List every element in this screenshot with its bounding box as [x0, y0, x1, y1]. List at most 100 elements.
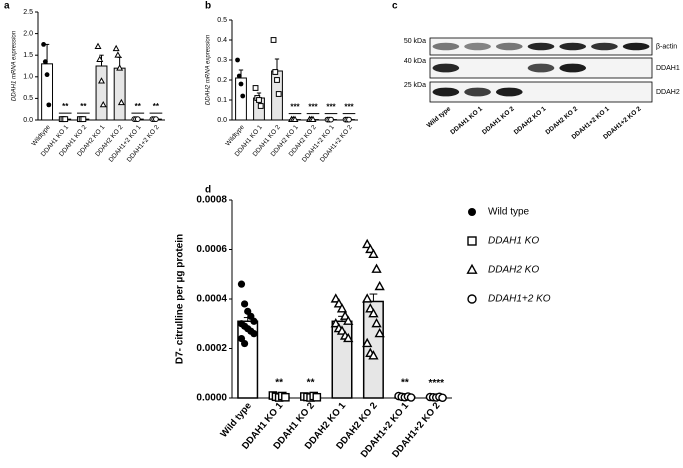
point: [330, 317, 341, 328]
point: [270, 37, 277, 43]
blot-band: [527, 63, 555, 73]
point: [343, 315, 354, 325]
legend-label: Wild type: [488, 207, 530, 218]
blot-band: [464, 87, 491, 97]
point: [467, 294, 477, 304]
point: [365, 243, 376, 254]
y-tick-label: 0.0008: [196, 195, 227, 206]
size-label: 50 kDa: [404, 38, 426, 45]
point: [236, 73, 242, 79]
bar: [95, 65, 108, 121]
point: [330, 293, 341, 303]
significance: **: [153, 102, 160, 111]
blot-band: [432, 63, 460, 73]
point: [237, 280, 246, 288]
point: [309, 115, 317, 123]
point: [336, 325, 348, 335]
protein-label: β-actin: [656, 43, 677, 50]
significance: ***: [290, 103, 300, 112]
significance: **: [401, 377, 409, 388]
lane-label: DDAH2 KO 1: [513, 105, 548, 136]
point: [46, 102, 52, 108]
point: [368, 248, 379, 259]
y-tick-label: 0.0: [23, 117, 33, 124]
point: [256, 97, 262, 103]
point: [240, 339, 249, 348]
point: [406, 393, 416, 402]
lane-label: Wild type: [426, 105, 453, 129]
panel-label: a: [4, 1, 10, 12]
point: [41, 42, 46, 47]
blot-band: [432, 87, 460, 97]
panel-label: d: [205, 185, 211, 196]
point: [80, 116, 87, 123]
point: [116, 64, 124, 71]
blot-band: [464, 42, 491, 51]
blot-band: [495, 42, 523, 51]
point: [96, 55, 104, 62]
point: [275, 91, 282, 97]
significance: **: [62, 102, 69, 111]
significance: **: [307, 377, 315, 388]
y-tick-label: 0.5: [217, 17, 227, 24]
point: [98, 77, 105, 84]
point: [257, 103, 264, 109]
point: [328, 116, 334, 123]
legend-label: DDAH1 KO: [488, 236, 539, 247]
significance: ***: [308, 103, 318, 112]
y-tick-label: 0.0002: [196, 343, 227, 354]
protein-label: DDAH2: [656, 89, 680, 96]
point: [62, 116, 69, 123]
bar: [113, 67, 126, 121]
significance: ***: [344, 103, 354, 112]
x-tick-label: DDAH1+2 KO 2: [126, 124, 161, 164]
blot-band: [527, 42, 555, 51]
point: [336, 303, 348, 313]
point: [240, 93, 246, 99]
point: [362, 337, 373, 348]
x-tick-label: DDAH1+2 KO 2: [319, 124, 354, 164]
significance: ****: [428, 378, 444, 389]
point: [250, 330, 258, 338]
y-tick-label: 0.0004: [196, 294, 227, 305]
panel-label: c: [392, 1, 398, 12]
point: [333, 298, 345, 308]
y-tick-label: 2.0: [23, 30, 33, 37]
y-tick-label: 1.0: [23, 74, 33, 81]
blot-panel: [429, 81, 653, 103]
point: [252, 85, 259, 91]
point: [44, 72, 50, 78]
y-tick-label: 0.3: [217, 57, 227, 64]
y-axis-label: DDAH2 mRNA expression: [206, 34, 212, 105]
panel-label: b: [205, 1, 211, 12]
y-tick-label: 2.5: [23, 9, 33, 16]
legend-label: DDAH1+2 KO: [488, 294, 551, 305]
point: [365, 303, 376, 313]
point: [112, 44, 120, 52]
y-axis-label: D7- citrulline per µg protein: [175, 234, 186, 364]
point: [42, 59, 48, 65]
y-axis-label: DDAH1 mRNA expression: [12, 30, 18, 101]
point: [114, 51, 122, 58]
point: [291, 115, 299, 123]
lane-label: DDAH1 KO 1: [449, 105, 484, 136]
point: [374, 280, 385, 291]
blot-band: [591, 42, 618, 51]
y-tick-label: 0.0: [217, 117, 227, 124]
blot-band: [622, 42, 650, 51]
size-label: 25 kDa: [404, 82, 426, 89]
significance: ***: [326, 103, 336, 112]
point: [346, 116, 352, 123]
y-tick-label: 0.1: [217, 97, 227, 104]
point: [339, 310, 351, 320]
point: [371, 317, 382, 328]
y-tick-label: 0.0006: [196, 244, 227, 255]
point: [272, 69, 279, 75]
significance: **: [275, 377, 283, 388]
point: [362, 293, 373, 303]
point: [312, 392, 322, 402]
point: [134, 116, 141, 123]
y-tick-label: 0.0000: [196, 393, 227, 404]
point: [368, 308, 379, 318]
